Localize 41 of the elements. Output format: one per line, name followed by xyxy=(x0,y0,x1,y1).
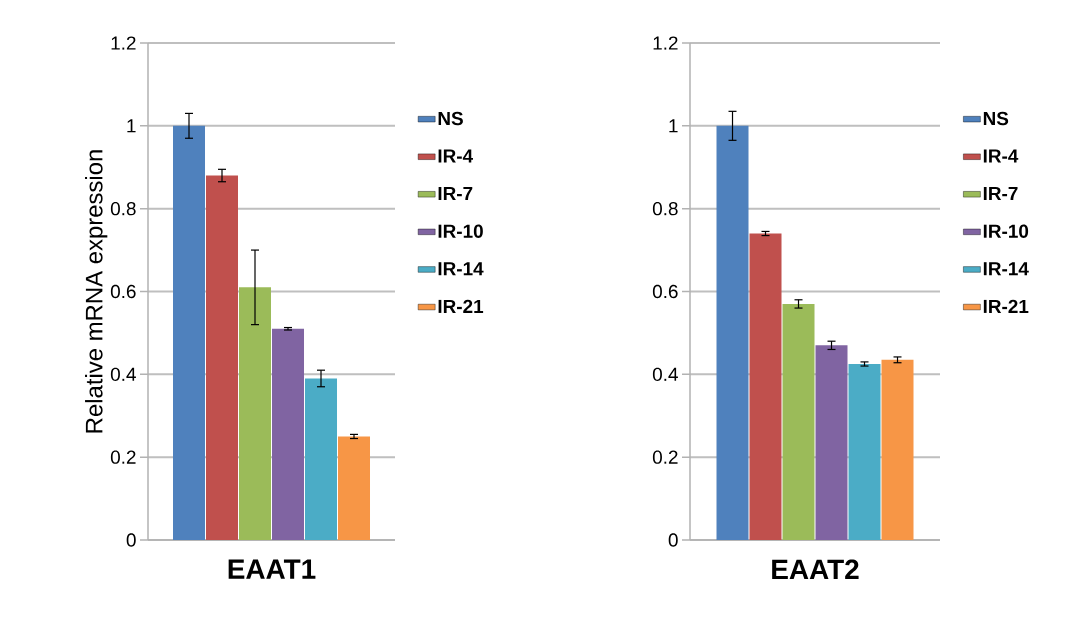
legend-label: IR-4 xyxy=(983,149,1019,163)
bar xyxy=(749,233,782,540)
y-tick-label: 0.2 xyxy=(652,450,678,464)
y-tick-label: 0.6 xyxy=(652,284,678,299)
bar xyxy=(305,378,337,540)
bar xyxy=(206,175,238,540)
x-tick-label: EAAT1 xyxy=(228,559,316,579)
y-tick-label: 0.8 xyxy=(110,201,136,216)
bar xyxy=(848,363,881,540)
legend-label: IR-10 xyxy=(438,224,483,238)
legend-label: IR-14 xyxy=(438,262,484,276)
y-tick-label: 1 xyxy=(669,119,678,133)
y-tick-label: 0.4 xyxy=(110,367,136,382)
legend-label: NS xyxy=(983,111,1009,126)
bar xyxy=(239,287,271,540)
y-tick-label: 0 xyxy=(126,533,136,547)
bar xyxy=(173,125,205,540)
bar xyxy=(272,328,304,540)
bar xyxy=(338,436,370,540)
y-tick-label: 1.2 xyxy=(111,36,136,50)
bar xyxy=(881,359,914,540)
legend-label: IR-21 xyxy=(438,299,484,313)
bar xyxy=(815,345,848,540)
legend-label: IR-14 xyxy=(983,262,1029,276)
bar xyxy=(782,303,815,540)
y-tick-label: 1.2 xyxy=(653,36,678,50)
legend-label: IR-10 xyxy=(983,224,1029,238)
legend-label: IR-21 xyxy=(983,299,1029,313)
y-tick-label: 0.8 xyxy=(652,201,678,216)
legend-label: IR-7 xyxy=(438,187,473,201)
y-tick-label: 1 xyxy=(127,119,136,133)
y-tick-label: 0.4 xyxy=(652,367,678,382)
x-tick-label: EAAT2 xyxy=(772,559,859,579)
y-tick-label: 0.2 xyxy=(110,450,136,464)
y-tick-label: 0.6 xyxy=(110,284,136,299)
legend-label: IR-7 xyxy=(983,187,1018,201)
y-tick-label: 0 xyxy=(668,533,678,547)
bar xyxy=(716,125,749,540)
y-axis-title: Relative mRNA expression xyxy=(85,150,108,433)
legend-label: IR-4 xyxy=(438,149,473,163)
legend-label: NS xyxy=(438,111,463,126)
